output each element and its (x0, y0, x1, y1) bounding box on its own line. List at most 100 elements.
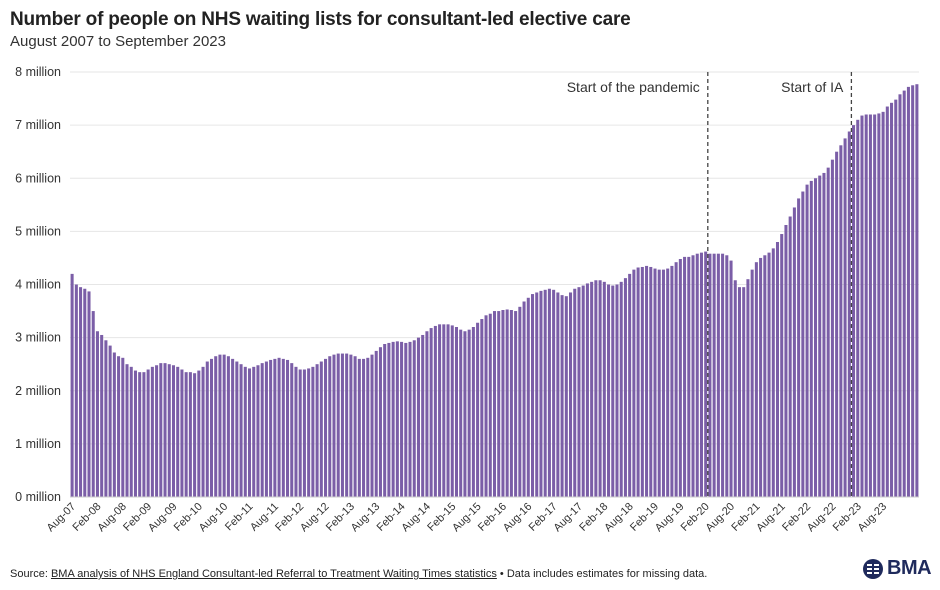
bar (792, 207, 796, 497)
bar (121, 357, 125, 497)
bar (357, 358, 361, 498)
annotation-label: Start of IA (781, 79, 844, 95)
bar (176, 366, 180, 497)
source-prefix: Source: (10, 568, 51, 580)
bar (315, 364, 319, 497)
bar (108, 345, 112, 497)
bma-logo: BMA (862, 557, 932, 580)
bar (433, 325, 437, 497)
bar (581, 285, 585, 497)
bar (518, 306, 522, 497)
y-tick-label: 4 million (15, 278, 61, 292)
y-tick-label: 6 million (15, 171, 61, 185)
bar (877, 113, 881, 497)
bar (906, 86, 910, 498)
bar (666, 268, 670, 497)
bar (374, 350, 378, 497)
bar (416, 337, 420, 498)
bar (577, 287, 581, 497)
bar (421, 334, 425, 497)
bar (167, 364, 171, 497)
bar (674, 262, 678, 497)
bar (788, 216, 792, 497)
bar (839, 145, 843, 497)
bar (915, 84, 919, 497)
bar (74, 284, 78, 497)
bar (628, 273, 632, 498)
bar (497, 311, 501, 497)
bar (155, 365, 159, 497)
bar (256, 365, 260, 497)
bar (649, 266, 653, 497)
bar (911, 85, 915, 497)
bar (725, 255, 729, 497)
bar (117, 356, 121, 497)
bar (543, 289, 547, 497)
bar (501, 310, 505, 497)
bar (607, 284, 611, 497)
bar (142, 372, 146, 497)
bar (222, 354, 226, 498)
bar (349, 354, 353, 498)
bar (636, 267, 640, 497)
bar (366, 357, 370, 497)
bar (235, 361, 239, 497)
bar (476, 322, 480, 497)
bar (868, 114, 872, 497)
bar (188, 372, 192, 497)
bar (687, 256, 691, 498)
bar (864, 114, 868, 497)
bar (564, 296, 568, 497)
bar (239, 364, 243, 497)
y-tick-label: 7 million (15, 118, 61, 132)
bar (729, 260, 733, 497)
bar (311, 366, 315, 497)
bar (750, 269, 754, 498)
bar (429, 328, 433, 497)
y-tick-label: 2 million (15, 384, 61, 398)
bar (307, 368, 311, 497)
bar (79, 287, 83, 497)
bar (514, 311, 518, 497)
bar (488, 313, 492, 497)
bar (273, 358, 277, 498)
bar (383, 344, 387, 497)
bar (594, 280, 598, 497)
bar (640, 266, 644, 497)
bar (573, 288, 577, 497)
bar (852, 125, 856, 498)
bar (294, 366, 298, 497)
bar (104, 340, 108, 497)
bar (252, 366, 256, 497)
bar (463, 331, 467, 497)
bar (695, 253, 699, 497)
bar (602, 281, 606, 497)
bar (332, 354, 336, 498)
bar (670, 265, 674, 497)
bar (623, 278, 627, 498)
bar (569, 292, 573, 497)
source-link[interactable]: BMA analysis of NHS England Consultant-l… (50, 568, 497, 580)
bar (826, 167, 830, 498)
bar (247, 368, 252, 497)
bar (290, 363, 294, 498)
bar (319, 361, 323, 497)
bar (286, 359, 290, 497)
bar (708, 253, 712, 497)
bar (269, 359, 273, 497)
bar (264, 361, 268, 497)
bar (184, 372, 188, 497)
bar (721, 253, 725, 497)
bar (231, 358, 235, 498)
source-footer: Source: BMA analysis of NHS England Cons… (10, 568, 707, 580)
bar (214, 356, 218, 497)
x-tick-label: Aug-23 (856, 501, 890, 535)
bar (598, 280, 602, 497)
bar (484, 315, 488, 497)
bar (70, 273, 74, 498)
bar (146, 369, 150, 497)
bar (260, 363, 264, 498)
bar (805, 184, 809, 498)
bar (112, 352, 116, 497)
bar (408, 341, 412, 498)
